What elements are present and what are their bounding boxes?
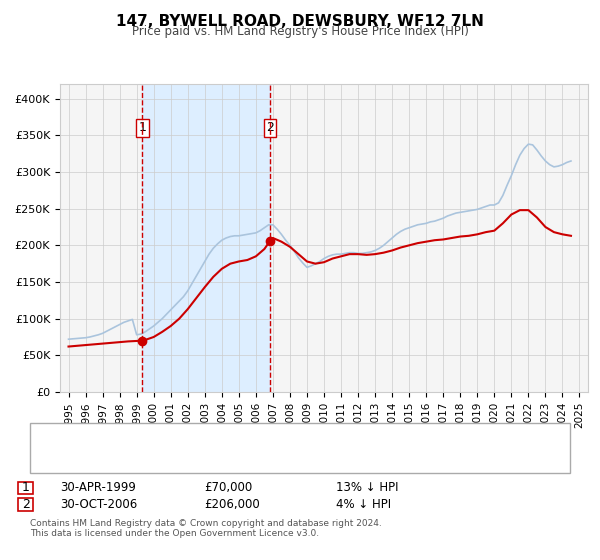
Text: —: — — [60, 434, 79, 453]
Text: Contains HM Land Registry data © Crown copyright and database right 2024.: Contains HM Land Registry data © Crown c… — [30, 519, 382, 528]
Text: 4% ↓ HPI: 4% ↓ HPI — [336, 498, 391, 511]
Text: This data is licensed under the Open Government Licence v3.0.: This data is licensed under the Open Gov… — [30, 529, 319, 538]
Text: HPI: Average price, detached house, Kirklees: HPI: Average price, detached house, Kirk… — [93, 452, 328, 463]
Text: 30-APR-1999: 30-APR-1999 — [60, 481, 136, 494]
Text: Price paid vs. HM Land Registry's House Price Index (HPI): Price paid vs. HM Land Registry's House … — [131, 25, 469, 38]
Bar — [142, 84, 270, 392]
Text: £206,000: £206,000 — [204, 498, 260, 511]
Text: 147, BYWELL ROAD, DEWSBURY, WF12 7LN (detached house): 147, BYWELL ROAD, DEWSBURY, WF12 7LN (de… — [93, 438, 414, 449]
Text: 1: 1 — [139, 122, 146, 134]
Text: 30-OCT-2006: 30-OCT-2006 — [60, 498, 137, 511]
Text: 147, BYWELL ROAD, DEWSBURY, WF12 7LN: 147, BYWELL ROAD, DEWSBURY, WF12 7LN — [116, 14, 484, 29]
Text: 13% ↓ HPI: 13% ↓ HPI — [336, 481, 398, 494]
Text: —: — — [60, 448, 80, 467]
Text: 2: 2 — [22, 498, 30, 511]
Text: £70,000: £70,000 — [204, 481, 252, 494]
Text: 1: 1 — [22, 481, 30, 494]
Text: 2: 2 — [266, 122, 274, 134]
